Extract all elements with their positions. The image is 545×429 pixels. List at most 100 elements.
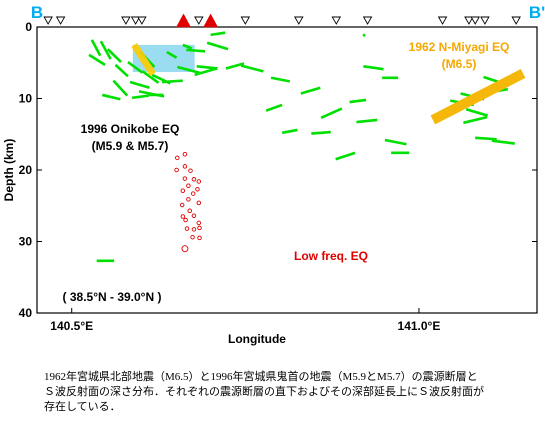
y-tick-label-0: 0 bbox=[25, 20, 32, 34]
low-freq-eq-3 bbox=[182, 164, 188, 169]
y-tick-label-3: 30 bbox=[19, 235, 33, 249]
reflector-33 bbox=[356, 118, 378, 124]
reflector-32 bbox=[349, 98, 367, 104]
y-tick-label-2: 20 bbox=[19, 163, 33, 177]
low-freq-eq-14 bbox=[179, 202, 185, 208]
onikobe-label-line2: (M5.9 & M5.7) bbox=[92, 139, 169, 153]
latitude-range-label: ( 38.5°N - 39.0°N ) bbox=[63, 290, 162, 304]
lowfreq-label: Low freq. EQ bbox=[294, 249, 368, 263]
station-marker-9 bbox=[362, 16, 373, 25]
low-freq-eq-6 bbox=[191, 177, 197, 182]
station-marker-13 bbox=[480, 16, 490, 25]
station-marker-11 bbox=[464, 16, 474, 25]
caption-line-3: 存在している． bbox=[44, 401, 121, 413]
reflector-27 bbox=[265, 103, 283, 112]
low-freq-eq-8 bbox=[186, 183, 191, 188]
low-freq-eq-18 bbox=[183, 217, 188, 223]
low-freq-eq-7 bbox=[196, 179, 202, 184]
onikobe-label-line1: 1996 Onikobe EQ bbox=[81, 122, 180, 136]
volcano-marker-1 bbox=[203, 13, 219, 28]
reflector-19 bbox=[182, 43, 193, 50]
station-marker-7 bbox=[294, 16, 304, 25]
low-freq-eq-10 bbox=[180, 188, 186, 193]
station-marker-0 bbox=[43, 16, 53, 25]
y-tick-label-4: 40 bbox=[19, 306, 33, 320]
low-freq-eq-25 bbox=[181, 245, 189, 253]
figure-caption: 1962年宮城県北部地震（M6.5）と1996年宮城県鬼首の地震（M5.9とM5… bbox=[44, 370, 539, 415]
y-tick-label-1: 10 bbox=[19, 92, 33, 106]
low-freq-eq-9 bbox=[195, 187, 200, 192]
reflector-7 bbox=[141, 70, 160, 84]
reflector-4 bbox=[114, 63, 129, 78]
reflector-16 bbox=[206, 41, 229, 51]
x-tick-label-1: 141.0°E bbox=[398, 319, 441, 333]
miyagi-label-line1: 1962 N-Miyagi EQ bbox=[409, 40, 510, 54]
reflector-11 bbox=[161, 79, 183, 84]
low-freq-eq-1 bbox=[182, 152, 188, 157]
low-freq-eq-19 bbox=[196, 220, 202, 226]
reflector-14 bbox=[194, 67, 218, 77]
low-freq-eq-20 bbox=[184, 226, 190, 231]
low-freq-eq-11 bbox=[190, 191, 196, 196]
station-marker-4 bbox=[137, 16, 147, 25]
reflector-42 bbox=[465, 107, 489, 117]
reflector-47 bbox=[491, 139, 515, 145]
low-freq-eq-5 bbox=[182, 176, 188, 181]
section-label-right: B' bbox=[529, 3, 545, 22]
low-freq-eq-2 bbox=[174, 167, 179, 173]
reflector-20 bbox=[112, 79, 129, 97]
station-marker-2 bbox=[121, 16, 131, 25]
low-freq-eq-22 bbox=[197, 225, 202, 231]
reflector-3 bbox=[106, 48, 122, 63]
miyagi-fault bbox=[430, 69, 526, 125]
reflector-43 bbox=[463, 115, 488, 125]
low-freq-eq-24 bbox=[197, 235, 202, 241]
station-marker-8 bbox=[331, 16, 342, 25]
low-freq-eq-15 bbox=[187, 208, 193, 214]
low-freq-eq-0 bbox=[175, 155, 180, 161]
reflector-35 bbox=[363, 65, 384, 71]
reflector-24 bbox=[225, 62, 245, 70]
reflector-15 bbox=[186, 48, 206, 53]
reflector-46 bbox=[475, 136, 497, 141]
reflector-30 bbox=[311, 130, 331, 135]
station-marker-1 bbox=[55, 16, 66, 25]
station-marker-6 bbox=[240, 16, 251, 25]
reflector-5 bbox=[127, 60, 144, 74]
low-freq-eq-23 bbox=[190, 234, 195, 240]
onikobe-fault bbox=[131, 42, 156, 77]
caption-line-1: 1962年宮城県北部地震（M6.5）と1996年宮城県鬼首の地震（M5.9とM5… bbox=[44, 371, 478, 383]
low-freq-eq-21 bbox=[191, 227, 197, 232]
volcano-marker-0 bbox=[176, 13, 191, 28]
station-marker-3 bbox=[130, 16, 141, 25]
x-tick-label-0: 140.5°E bbox=[50, 319, 93, 333]
reflector-37 bbox=[384, 138, 407, 146]
reflector-26 bbox=[270, 76, 291, 83]
reflector-28 bbox=[300, 86, 321, 95]
reflector-39 bbox=[362, 33, 366, 38]
reflector-17 bbox=[210, 31, 226, 37]
y-axis-title: Depth (km) bbox=[2, 139, 16, 202]
reflector-21 bbox=[101, 93, 121, 101]
reflector-12 bbox=[176, 65, 200, 75]
reflector-29 bbox=[281, 128, 298, 135]
x-axis-title: Longitude bbox=[228, 332, 286, 346]
low-freq-eq-16 bbox=[180, 214, 186, 219]
reflector-1 bbox=[99, 40, 112, 60]
reflector-34 bbox=[335, 151, 356, 161]
station-marker-10 bbox=[437, 16, 448, 25]
low-freq-eq-4 bbox=[188, 168, 193, 173]
reflector-22 bbox=[131, 94, 149, 100]
reflector-25 bbox=[240, 64, 264, 73]
low-freq-eq-12 bbox=[186, 197, 191, 202]
low-freq-eq-13 bbox=[196, 200, 202, 206]
miyagi-label-line2: (M6.5) bbox=[442, 57, 477, 71]
station-marker-5 bbox=[194, 16, 204, 25]
reflector-9 bbox=[129, 80, 150, 90]
reflector-2 bbox=[88, 53, 106, 66]
station-marker-14 bbox=[511, 16, 521, 25]
section-label-left: B bbox=[31, 3, 43, 22]
station-marker-12 bbox=[470, 16, 480, 25]
caption-line-2: Ｓ波反射面の深さ分布．それぞれの震源断層の直下およびその深部延長上にＳ波反射面が bbox=[44, 386, 484, 398]
